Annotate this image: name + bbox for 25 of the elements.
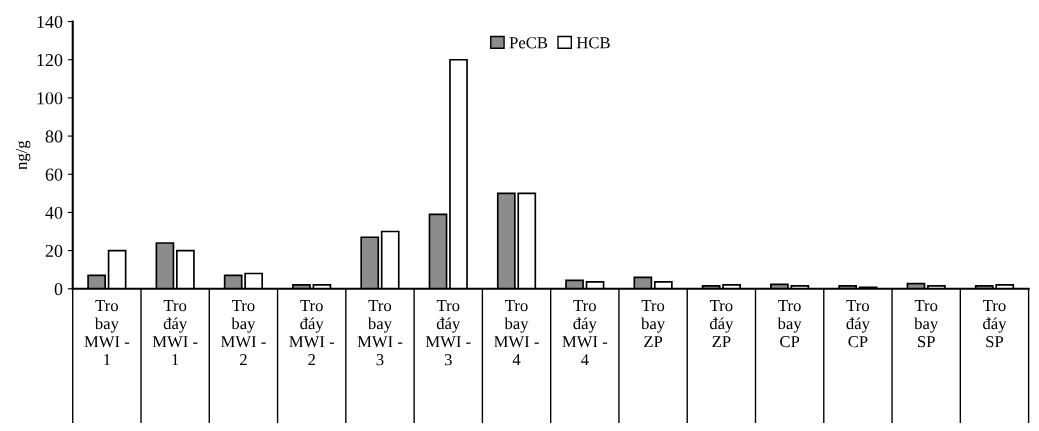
- x-tick-label: Tro đáy SP: [983, 300, 1007, 348]
- x-tick-label: Tro bay MWI - 3: [357, 300, 403, 366]
- legend-label: HCB: [576, 37, 610, 49]
- x-tick-label: Tro bay CP: [777, 300, 802, 348]
- y-tick-label: 120: [37, 53, 63, 67]
- x-tick-label: Tro đáy MWI - 2: [289, 300, 335, 366]
- y-tick-label: 0: [54, 283, 63, 296]
- x-tick-label: Tro đáy CP: [846, 300, 870, 348]
- y-tick-label: 80: [45, 130, 63, 143]
- y-axis-title: ng/g: [15, 140, 31, 170]
- x-tick-label: Tro bay SP: [914, 300, 939, 348]
- y-tick-label: 20: [45, 244, 63, 258]
- x-tick-label: Tro bay MWI - 2: [220, 300, 266, 366]
- x-tick-label: Tro đáy MWI - 3: [425, 300, 471, 366]
- x-tick-label: Tro đáy MWI - 4: [562, 300, 608, 366]
- y-tick-label: 100: [37, 92, 63, 105]
- x-tick-label: Tro đáy MWI - 1: [152, 300, 198, 366]
- legend-label: PeCB: [509, 37, 548, 49]
- x-tick-label: Tro bay ZP: [641, 300, 666, 348]
- y-tick-label: 40: [45, 206, 63, 219]
- x-tick-label: Tro bay MWI - 4: [494, 300, 539, 366]
- x-tick-label: Tro bay MWI - 1: [84, 300, 130, 366]
- x-tick-label: Tro đáy ZP: [709, 300, 734, 348]
- y-tick-label: 140: [37, 15, 63, 28]
- y-tick-label: 60: [45, 168, 63, 181]
